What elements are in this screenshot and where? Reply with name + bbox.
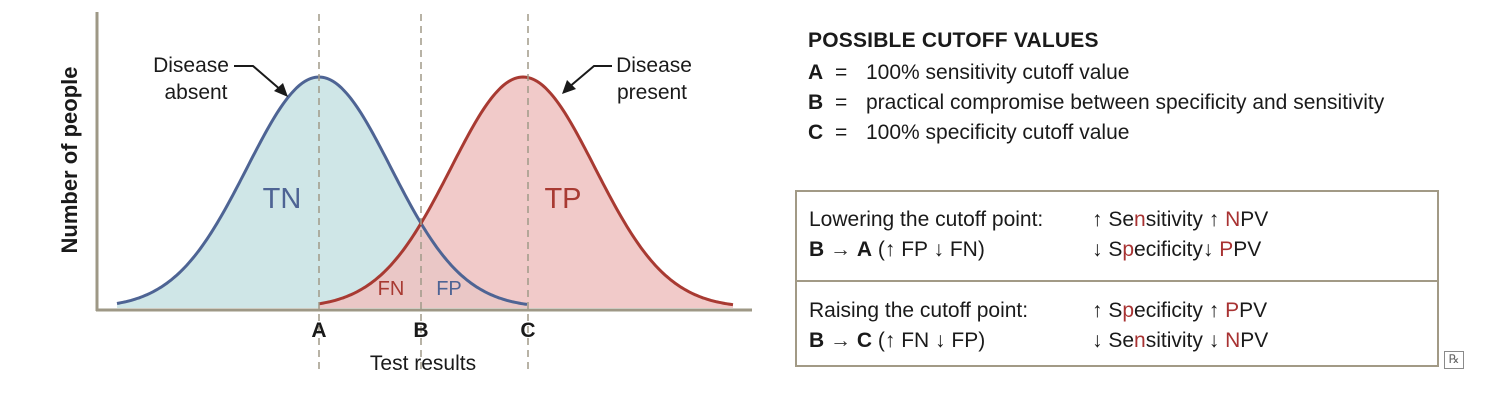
disease-absent-label-line2: absent <box>164 81 227 104</box>
tp-label: TP <box>544 183 581 215</box>
effect-text: sitivity <box>1145 208 1203 231</box>
effect-highlight: p <box>1122 299 1135 322</box>
effect-highlight: N <box>1225 329 1241 352</box>
down-arrow-icon: ↓ <box>1202 238 1214 261</box>
up-arrow-icon: ↑ <box>1208 299 1220 322</box>
cutoff-label-b: B <box>413 319 428 342</box>
error-change: (↑ FP ↓ FN) <box>877 238 985 261</box>
effect-text: ecificity <box>1134 238 1203 261</box>
disease-absent-pointer <box>234 65 283 92</box>
effect-text: Se <box>1108 329 1135 352</box>
disease-present-curve <box>318 75 734 307</box>
lowering-effect-2: ↓ Specificity↓ PPV <box>1092 235 1268 265</box>
legend-equals: = <box>835 61 848 84</box>
raising-cutoff-effects: ↑ Specificity ↑ PPV ↓ Sensitivity ↓ NPV <box>1092 296 1268 356</box>
disease-present-pointer <box>567 65 612 89</box>
disease-absent-label-line1: Disease <box>153 54 229 77</box>
effect-highlight: n <box>1134 208 1146 231</box>
table-divider <box>797 280 1437 282</box>
raising-effect-2: ↓ Sensitivity ↓ NPV <box>1092 326 1268 356</box>
lowering-change: B → A (↑ FP ↓ FN) <box>809 235 1043 265</box>
effect-text: PV <box>1233 238 1262 261</box>
effect-text: ecificity <box>1134 299 1203 322</box>
x-axis-label: Test results <box>370 352 476 375</box>
raising-change: B → C (↑ FN ↓ FP) <box>809 326 1028 356</box>
cutoff-effects-table: Lowering the cutoff point: B → A (↑ FP ↓… <box>795 190 1439 367</box>
effect-highlight: n <box>1134 329 1146 352</box>
effect-text: S <box>1108 238 1123 261</box>
effect-text: Se <box>1108 208 1135 231</box>
y-axis-label: Number of people <box>57 66 82 253</box>
down-arrow-icon: ↓ <box>1092 238 1103 261</box>
legend-item-a: A = 100% sensitivity cutoff value <box>808 58 1384 88</box>
cutoff-from: B <box>809 238 825 261</box>
fn-label: FN <box>378 278 405 300</box>
lowering-cutoff-effects: ↑ Sensitivity ↑ NPV ↓ Specificity↓ PPV <box>1092 205 1268 265</box>
distribution-diagram: Number of people Test results A B C TN T… <box>57 12 752 375</box>
cutoff-to: A <box>856 238 873 261</box>
effect-highlight: N <box>1225 208 1241 231</box>
right-arrow-icon: → <box>830 329 852 352</box>
legend-text: 100% sensitivity cutoff value <box>866 61 1130 84</box>
legend-key: B <box>808 91 824 114</box>
cutoff-to: C <box>856 329 873 352</box>
effect-text: S <box>1108 299 1123 322</box>
legend-key: C <box>808 121 824 144</box>
rx-icon: ℞ <box>1444 351 1464 369</box>
legend-text: practical compromise between specificity… <box>866 91 1385 114</box>
cutoff-label-a: A <box>311 319 326 342</box>
lowering-title: Lowering the cutoff point: <box>809 208 1044 231</box>
legend-key: A <box>808 61 824 84</box>
effect-text: PV <box>1240 329 1269 352</box>
effect-highlight: P <box>1225 299 1240 322</box>
tn-label: TN <box>263 183 302 215</box>
effect-text: PV <box>1240 208 1269 231</box>
effect-text: PV <box>1239 299 1268 322</box>
effect-highlight: P <box>1219 238 1234 261</box>
effect-text: sitivity <box>1145 329 1203 352</box>
up-arrow-icon: ↑ <box>1092 299 1103 322</box>
legend-equals: = <box>835 121 848 144</box>
up-arrow-icon: ↑ <box>1208 208 1220 231</box>
legend-title: POSSIBLE CUTOFF VALUES <box>808 29 1099 52</box>
raising-effect-1: ↑ Specificity ↑ PPV <box>1092 296 1268 326</box>
cutoff-from: B <box>809 329 825 352</box>
legend-equals: = <box>835 91 848 114</box>
effect-highlight: p <box>1122 238 1135 261</box>
cutoff-values-legend: POSSIBLE CUTOFF VALUES A = 100% sensitivit… <box>808 29 1384 148</box>
disease-present-fill <box>319 77 733 308</box>
lowering-cutoff-description: Lowering the cutoff point: B → A (↑ FP ↓… <box>809 205 1043 265</box>
cutoff-label-c: C <box>520 319 535 342</box>
disease-present-label-line2: present <box>617 81 687 104</box>
lowering-effect-1: ↑ Sensitivity ↑ NPV <box>1092 205 1268 235</box>
legend-text: 100% specificity cutoff value <box>866 121 1130 144</box>
disease-absent-curve <box>116 75 528 306</box>
error-change: (↑ FN ↓ FP) <box>877 329 986 352</box>
legend-item-c: C = 100% specificity cutoff value <box>808 118 1384 148</box>
down-arrow-icon: ↓ <box>1092 329 1103 352</box>
right-arrow-icon: → <box>830 238 852 261</box>
legend-item-b: B = practical compromise between specifici… <box>808 88 1384 118</box>
disease-present-pointer-head <box>562 80 576 94</box>
disease-absent-pointer-head <box>274 83 288 97</box>
raising-title: Raising the cutoff point: <box>809 299 1029 322</box>
fp-label: FP <box>436 278 462 300</box>
disease-present-label-line1: Disease <box>616 54 692 77</box>
up-arrow-icon: ↑ <box>1092 208 1103 231</box>
raising-cutoff-description: Raising the cutoff point: B → C (↑ FN ↓ … <box>809 296 1028 356</box>
down-arrow-icon: ↓ <box>1208 329 1220 352</box>
